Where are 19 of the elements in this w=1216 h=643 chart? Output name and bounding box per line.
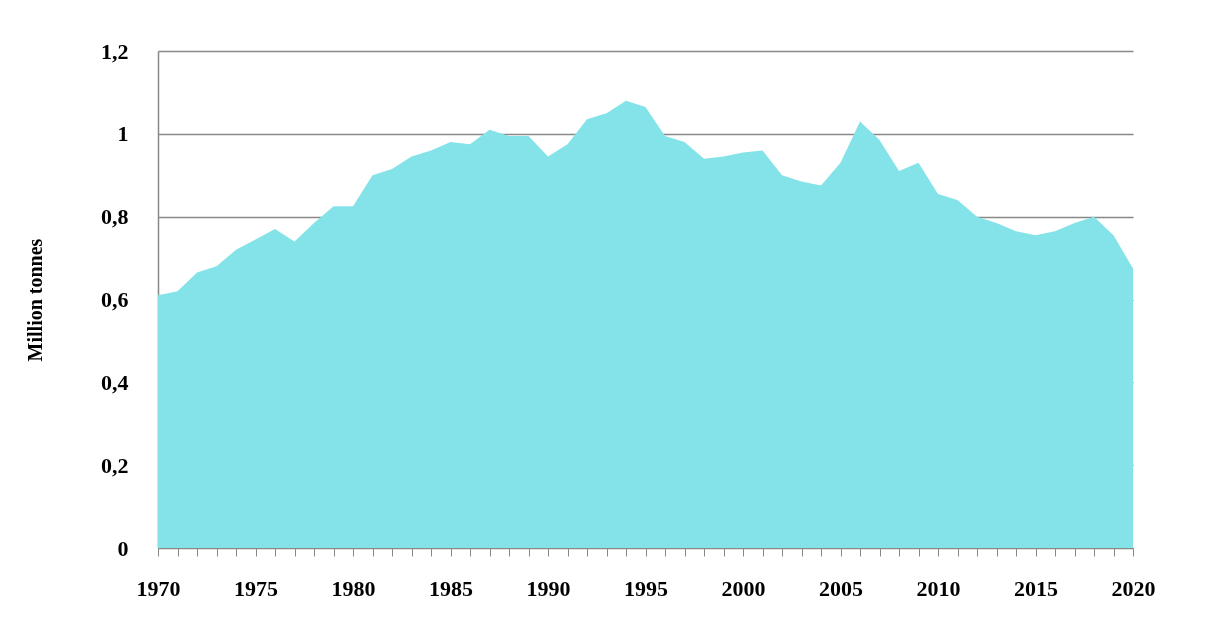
y-axis-title: Million tonnes (24, 238, 46, 362)
x-tick-label: 2000 (721, 575, 766, 601)
x-tick-label: 1990 (526, 575, 571, 601)
y-tick-label: 1,2 (101, 38, 129, 64)
x-tick-label: 2020 (1111, 575, 1156, 601)
x-tick-label: 1975 (234, 575, 278, 601)
y-tick-label: 1 (117, 121, 129, 147)
x-tick-label: 1970 (136, 575, 181, 601)
x-tick-label: 2015 (1014, 575, 1058, 601)
x-tick-label: 1985 (429, 575, 473, 601)
y-tick-label: 0,4 (101, 369, 129, 395)
y-tick-label: 0,8 (101, 204, 129, 230)
y-tick-label: 0,2 (101, 452, 129, 478)
x-tick-label: 2010 (916, 575, 961, 601)
y-tick-label: 0 (117, 535, 129, 561)
x-tick-label: 1995 (624, 575, 668, 601)
y-tick-label: 0,6 (101, 287, 129, 312)
x-tick-label: 2005 (819, 575, 863, 601)
x-tick-label: 1980 (331, 575, 376, 601)
